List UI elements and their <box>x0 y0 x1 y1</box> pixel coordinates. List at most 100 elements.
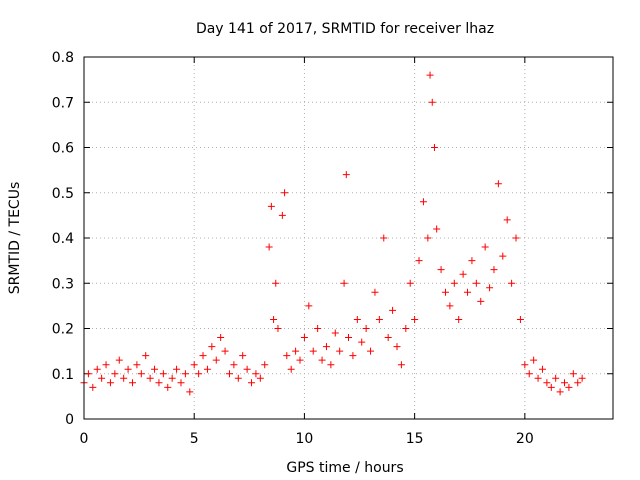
data-point <box>342 171 350 179</box>
data-point <box>89 383 97 391</box>
data-point <box>415 257 423 265</box>
y-tick-label: 0.6 <box>52 141 74 157</box>
data-point <box>281 189 289 197</box>
data-point <box>345 334 352 342</box>
x-tick-label: 0 <box>80 431 89 447</box>
data-point <box>120 374 128 382</box>
data-point <box>274 325 282 332</box>
data-point <box>508 279 516 287</box>
data-point <box>190 361 198 369</box>
data-point <box>367 347 375 355</box>
data-point <box>530 356 538 364</box>
data-point <box>159 370 167 378</box>
data-point <box>283 352 291 360</box>
data-point <box>371 288 379 296</box>
data-point <box>133 361 141 369</box>
data-point <box>199 352 207 360</box>
data-point <box>534 374 542 382</box>
data-point <box>300 334 308 342</box>
data-point <box>561 379 569 387</box>
data-point <box>151 365 159 373</box>
data-point <box>406 279 414 287</box>
data-point <box>155 379 163 387</box>
data-point <box>106 379 114 387</box>
data-point <box>490 266 498 274</box>
data-point <box>556 388 564 396</box>
data-point <box>446 302 454 310</box>
data-point <box>318 356 326 364</box>
data-point <box>340 279 348 287</box>
data-point <box>265 243 273 251</box>
data-point <box>419 198 427 206</box>
data-point <box>195 370 203 378</box>
axis-ticks: 0 0.1 0.2 0.3 0.4 0.5 0.6 0.7 0.8 0 5 10 15 20 <box>52 50 613 447</box>
data-point <box>538 365 546 373</box>
data-point <box>243 365 251 373</box>
x-tick-label: 20 <box>516 431 534 447</box>
data-point <box>494 180 502 188</box>
data-point <box>503 216 511 224</box>
data-point <box>146 374 154 382</box>
data-point <box>433 225 441 233</box>
data-point <box>375 315 383 323</box>
data-point <box>428 98 436 106</box>
data-point <box>84 370 92 378</box>
data-point <box>234 374 242 382</box>
y-tick-label: 0.4 <box>52 231 74 247</box>
data-point <box>362 325 370 332</box>
data-point <box>173 365 181 373</box>
data-point <box>239 352 247 360</box>
data-point <box>424 234 432 242</box>
data-point <box>455 315 463 323</box>
data-point <box>212 356 220 364</box>
data-point <box>322 343 330 351</box>
plot-frame <box>83 56 614 420</box>
y-tick-label: 0.7 <box>52 95 74 111</box>
data-point <box>217 334 225 342</box>
data-point <box>441 288 449 296</box>
data-point <box>477 297 485 305</box>
data-point <box>384 334 392 342</box>
y-tick-label: 0 <box>65 412 74 428</box>
data-point <box>472 279 480 287</box>
data-point <box>93 365 101 373</box>
data-point <box>426 71 434 79</box>
y-tick-label: 0.3 <box>52 276 74 292</box>
data-point <box>111 370 119 378</box>
data-point <box>402 325 410 332</box>
data-point <box>574 379 582 387</box>
data-point <box>261 361 269 369</box>
data-point <box>525 370 533 378</box>
data-point <box>349 352 357 360</box>
data-point <box>459 270 467 278</box>
data-point <box>278 211 286 219</box>
data-point <box>486 284 494 292</box>
data-point <box>565 383 573 391</box>
data-point <box>292 347 300 355</box>
data-point <box>177 379 185 387</box>
data-point <box>272 279 280 287</box>
data-point <box>256 374 264 382</box>
data-point <box>309 347 317 355</box>
data-point <box>521 361 529 369</box>
y-tick-label: 0.8 <box>52 50 74 66</box>
data-point <box>230 361 238 369</box>
data-point <box>516 315 524 323</box>
data-point <box>327 361 335 369</box>
data-point <box>331 329 339 337</box>
data-point <box>481 243 489 251</box>
data-point <box>124 365 132 373</box>
data-point <box>270 315 278 323</box>
data-point <box>168 374 176 382</box>
data-point <box>287 365 295 373</box>
data-points <box>80 71 586 396</box>
data-point <box>181 370 189 378</box>
data-point <box>142 352 150 360</box>
data-point <box>552 374 560 382</box>
data-point <box>578 374 586 382</box>
data-point <box>353 315 361 323</box>
data-point <box>450 279 458 287</box>
data-point <box>137 370 145 378</box>
data-point <box>208 343 216 351</box>
